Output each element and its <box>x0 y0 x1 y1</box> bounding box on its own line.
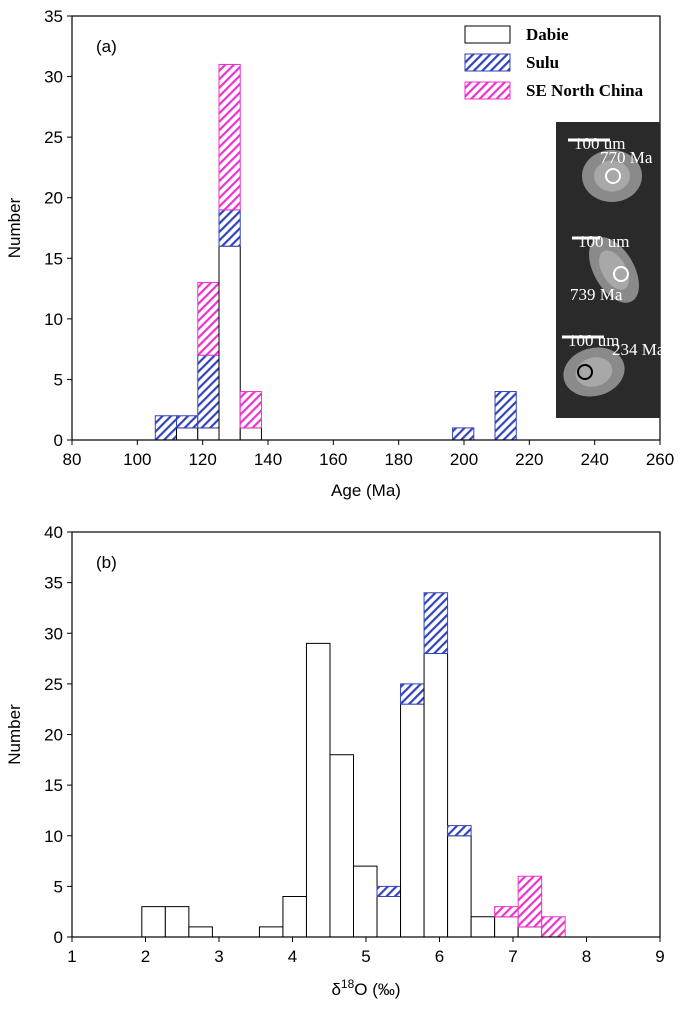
x-axis-label-rest: O (‰) <box>354 980 400 999</box>
bar-segment <box>423 653 449 938</box>
y-tick-label: 5 <box>54 370 63 389</box>
bar-segment <box>517 875 543 928</box>
x-tick-label: 1 <box>67 947 76 966</box>
x-tick-label: 9 <box>655 947 664 966</box>
x-tick-label: 100 <box>123 450 151 469</box>
x-tick-label: 5 <box>361 947 370 966</box>
bar-segment <box>452 427 475 441</box>
scale-label: 100 um <box>568 331 619 350</box>
legend-swatch <box>464 53 511 72</box>
bar-segment <box>176 427 199 441</box>
x-tick-label: 2 <box>141 947 150 966</box>
bar-segment <box>329 754 355 938</box>
x-tick-label: 240 <box>580 450 608 469</box>
y-tick-label: 5 <box>54 877 63 896</box>
bar-segment <box>447 825 472 837</box>
y-axis-label: Number <box>5 197 24 258</box>
x-tick-label: 220 <box>515 450 543 469</box>
bar-segment <box>353 865 378 938</box>
bar-segment <box>494 391 517 441</box>
legend-label: Dabie <box>526 25 569 44</box>
y-tick-label: 40 <box>44 523 63 542</box>
y-tick-label: 30 <box>44 624 63 643</box>
bar-segment <box>400 683 425 705</box>
y-tick-label: 25 <box>44 128 63 147</box>
zircon-core <box>594 160 630 192</box>
x-tick-label: 8 <box>582 947 591 966</box>
y-tick-label: 15 <box>44 776 63 795</box>
bar-segment <box>197 282 220 356</box>
bar-segment <box>541 916 566 938</box>
y-tick-label: 30 <box>44 68 63 87</box>
panel-label: (b) <box>96 553 117 572</box>
legend-swatch <box>464 25 511 44</box>
scale-label: 100 um <box>578 232 629 251</box>
x-axis-label: δ18O (‰) <box>331 977 400 999</box>
bar-segment <box>176 415 199 429</box>
y-tick-label: 25 <box>44 675 63 694</box>
y-tick-label: 0 <box>54 431 63 450</box>
legend-swatch <box>464 81 511 100</box>
bar-segment <box>470 916 496 938</box>
spot-ring <box>605 168 621 184</box>
legend-label: Sulu <box>526 53 559 72</box>
bar-segment <box>494 916 519 938</box>
age-label: 234 Ma <box>612 340 665 359</box>
x-tick-label: 7 <box>508 947 517 966</box>
bar-segment <box>218 209 241 247</box>
x-tick-label: 200 <box>450 450 478 469</box>
bar-segment <box>423 592 449 654</box>
scale-label: 100 um <box>574 134 625 153</box>
bar-segment <box>239 391 262 429</box>
bar-segment <box>154 415 178 441</box>
x-tick-label: 3 <box>214 947 223 966</box>
x-tick-label: 180 <box>384 450 412 469</box>
bar-segment <box>141 906 166 938</box>
bar-segment <box>164 906 190 938</box>
bar-segment <box>197 427 220 441</box>
bar-segment <box>494 906 519 918</box>
bar-segment <box>282 896 307 938</box>
x-tick-label: 6 <box>435 947 444 966</box>
bar-segment <box>197 354 220 429</box>
x-tick-label: 4 <box>288 947 297 966</box>
y-tick-label: 0 <box>54 928 63 947</box>
bar-segment <box>400 703 425 938</box>
x-tick-label: 120 <box>188 450 216 469</box>
y-tick-label: 35 <box>44 574 63 593</box>
x-axis-label-sup: 18 <box>341 977 355 991</box>
panel-label: (a) <box>96 37 117 56</box>
spot-ring <box>613 266 629 282</box>
x-axis-label: Age (Ma) <box>331 481 401 500</box>
y-tick-label: 20 <box>44 726 63 745</box>
y-tick-label: 10 <box>44 310 63 329</box>
bar-segment <box>188 926 213 938</box>
age-label: 770 Ma <box>600 148 653 167</box>
y-tick-label: 35 <box>44 7 63 26</box>
x-tick-label: 260 <box>646 450 674 469</box>
bar-segment <box>258 926 284 938</box>
y-tick-label: 15 <box>44 249 63 268</box>
bar-segment <box>218 63 241 211</box>
x-tick-label: 140 <box>254 450 282 469</box>
x-tick-label: 80 <box>63 450 82 469</box>
y-axis-label: Number <box>5 704 24 765</box>
x-tick-label: 160 <box>319 450 347 469</box>
y-tick-label: 10 <box>44 827 63 846</box>
bar-segment <box>447 835 472 938</box>
bar-segment <box>517 926 543 938</box>
y-tick-label: 20 <box>44 189 63 208</box>
bar-segment <box>305 642 331 938</box>
age-label: 739 Ma <box>570 285 623 304</box>
bar-segment <box>239 427 262 441</box>
bar-segment <box>218 245 241 441</box>
bar-segment <box>376 885 402 897</box>
legend-label: SE North China <box>526 81 644 100</box>
zircon-core <box>599 250 629 290</box>
bar-segment <box>376 896 402 938</box>
x-axis-label-base: δ <box>331 980 340 999</box>
spot-ring <box>577 364 593 380</box>
